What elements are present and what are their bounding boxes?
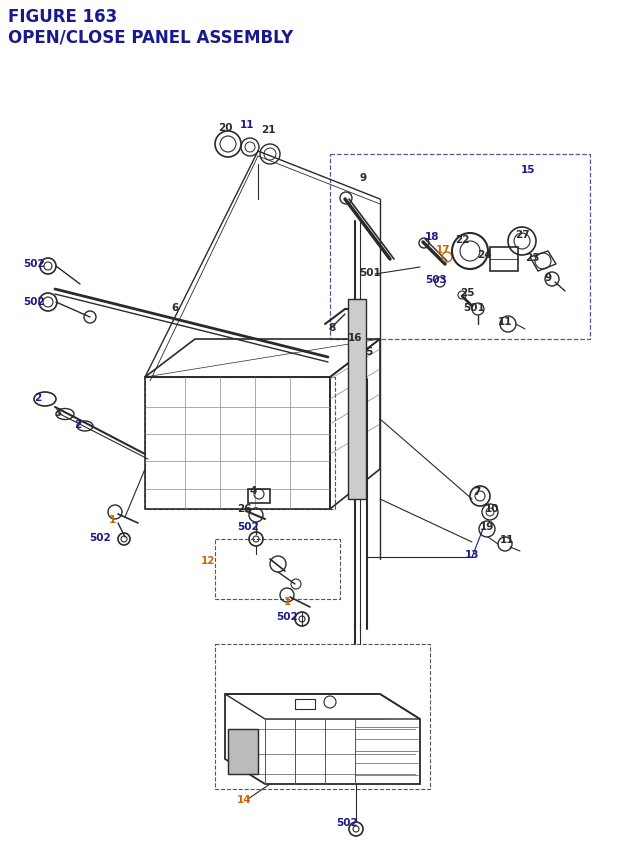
Bar [348, 300, 366, 499]
Text: 502: 502 [276, 611, 298, 622]
Text: 20: 20 [218, 123, 232, 133]
Text: 27: 27 [515, 230, 529, 239]
Text: 24: 24 [477, 250, 492, 260]
Text: 502: 502 [237, 522, 259, 531]
Text: 8: 8 [328, 323, 335, 332]
Text: 5: 5 [365, 347, 372, 356]
Text: 501: 501 [359, 268, 381, 278]
Bar [295, 699, 315, 709]
Text: 19: 19 [480, 522, 494, 531]
Text: 503: 503 [425, 275, 447, 285]
Text: 26: 26 [237, 504, 252, 513]
Bar [348, 300, 366, 499]
Text: 21: 21 [260, 125, 275, 135]
Text: 17: 17 [436, 245, 451, 255]
Text: 10: 10 [484, 504, 499, 513]
Text: 12: 12 [201, 555, 215, 566]
Bar [228, 729, 258, 774]
Text: 1: 1 [108, 514, 116, 524]
Text: 11: 11 [500, 535, 515, 544]
Text: 25: 25 [460, 288, 474, 298]
Text: 3: 3 [54, 407, 61, 418]
Text: OPEN/CLOSE PANEL ASSEMBLY: OPEN/CLOSE PANEL ASSEMBLY [8, 28, 293, 46]
Text: 13: 13 [465, 549, 479, 560]
Text: 14: 14 [237, 794, 252, 804]
Text: 16: 16 [348, 332, 362, 343]
Bar [248, 489, 270, 504]
Text: 23: 23 [525, 253, 540, 263]
Text: 502: 502 [89, 532, 111, 542]
Text: 2: 2 [74, 419, 82, 430]
Text: 502: 502 [23, 297, 45, 307]
Text: 15: 15 [521, 164, 535, 175]
Text: 9: 9 [360, 173, 367, 183]
Text: 502: 502 [23, 258, 45, 269]
Text: 7: 7 [474, 486, 481, 497]
Text: 11: 11 [498, 317, 512, 326]
Text: 4: 4 [250, 486, 257, 495]
Text: 6: 6 [172, 303, 179, 313]
Text: 9: 9 [545, 273, 552, 282]
Text: 501: 501 [463, 303, 485, 313]
Text: 502: 502 [336, 817, 358, 827]
Text: FIGURE 163: FIGURE 163 [8, 8, 117, 26]
Bar [228, 729, 258, 774]
Text: 22: 22 [455, 235, 469, 245]
Text: 11: 11 [240, 120, 254, 130]
Text: 2: 2 [35, 393, 42, 403]
Text: 1: 1 [284, 597, 291, 606]
Text: 18: 18 [425, 232, 439, 242]
